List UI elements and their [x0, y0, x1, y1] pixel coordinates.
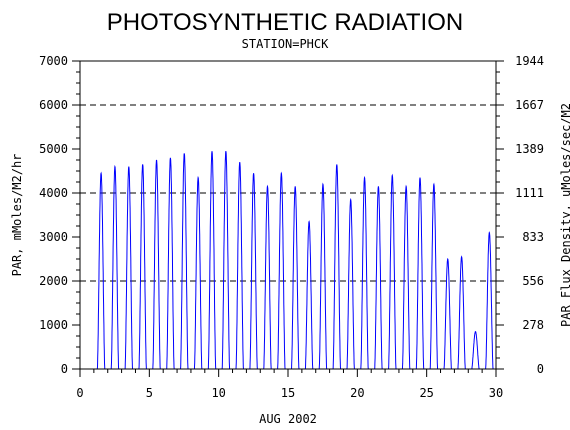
- y2-tick-label: 556: [522, 274, 544, 288]
- chart-subtitle: STATION=PHCK: [242, 37, 329, 51]
- y2-tick-label: 1389: [515, 142, 544, 156]
- y-tick-label: 0: [61, 362, 68, 376]
- chart-title: PHOTOSYNTHETIC RADIATION: [107, 9, 463, 36]
- series: [95, 151, 495, 370]
- x-tick-label: 25: [419, 386, 433, 400]
- y-tick-label: 1000: [39, 318, 68, 332]
- y2-tick-label: 1111: [515, 186, 544, 200]
- x-tick-label: 15: [281, 386, 295, 400]
- x-tick-label: 0: [76, 386, 83, 400]
- y2-tick-label: 1944: [515, 54, 544, 68]
- y2-tick-label: 278: [522, 318, 544, 332]
- x-axis: 0 5 10 15 20 25 30: [76, 369, 503, 400]
- y-tick-label: 7000: [39, 54, 68, 68]
- y-tick-label: 6000: [39, 98, 68, 112]
- x-axis-label: AUG 2002: [259, 412, 317, 426]
- y-axis-right: 0 278 556 833 1111 1389 1667 1944: [496, 54, 544, 376]
- y-axis-label: PAR, mMoles/M2/hr: [10, 154, 24, 277]
- y2-tick-label: 0: [537, 362, 544, 376]
- y-tick-label: 2000: [39, 274, 68, 288]
- x-tick-label: 30: [489, 386, 503, 400]
- y2-axis-label: PAR Flux Density, uMoles/sec/M2: [559, 103, 570, 327]
- y2-tick-label: 1667: [515, 98, 544, 112]
- y-tick-label: 5000: [39, 142, 68, 156]
- plot-frame: [79, 60, 497, 370]
- x-tick-label: 20: [350, 386, 364, 400]
- y-tick-label: 3000: [39, 230, 68, 244]
- y2-tick-label: 833: [522, 230, 544, 244]
- y-axis-left: 0 1000 2000 3000 4000 5000 6000 7000: [39, 54, 80, 376]
- x-tick-label: 5: [146, 386, 153, 400]
- series-line-par: [95, 151, 495, 370]
- x-tick-label: 10: [211, 386, 225, 400]
- y-tick-label: 4000: [39, 186, 68, 200]
